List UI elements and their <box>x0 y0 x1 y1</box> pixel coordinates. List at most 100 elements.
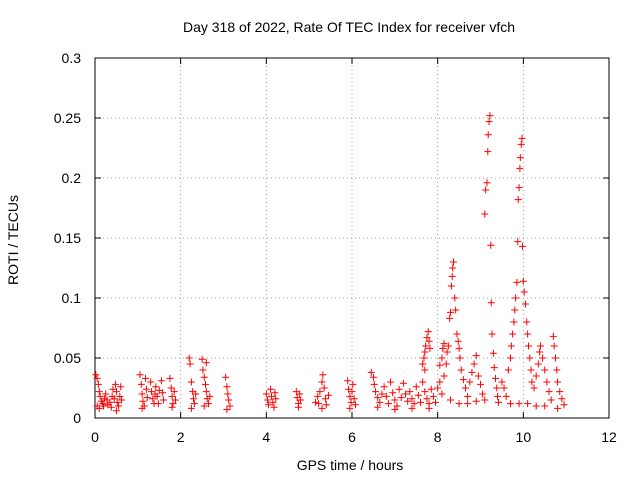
data-point <box>541 366 549 374</box>
data-point <box>549 332 557 340</box>
y-tick-label: 0.1 <box>62 290 82 306</box>
data-point <box>494 392 502 400</box>
data-point <box>110 395 118 403</box>
data-point <box>149 395 157 403</box>
data-point <box>541 402 549 410</box>
data-point <box>397 394 405 402</box>
data-point <box>374 394 382 402</box>
data-point <box>498 378 506 386</box>
data-point <box>438 354 446 362</box>
data-point <box>457 366 465 374</box>
data-point <box>384 400 392 408</box>
data-point <box>346 404 354 412</box>
y-tick-label: 0.05 <box>54 350 81 366</box>
data-point <box>223 383 231 391</box>
data-point <box>387 378 395 386</box>
data-point <box>350 395 358 403</box>
x-tick-label: 12 <box>601 429 617 445</box>
data-point <box>560 401 568 409</box>
data-point <box>417 398 425 406</box>
data-point <box>190 400 198 408</box>
data-point <box>187 378 195 386</box>
data-point <box>453 330 461 338</box>
data-point <box>389 389 397 397</box>
data-point <box>320 384 328 392</box>
data-point <box>515 400 523 408</box>
data-point <box>472 397 480 405</box>
data-point <box>369 373 377 381</box>
data-point <box>425 337 433 345</box>
data-point <box>452 306 460 314</box>
data-point <box>518 134 526 142</box>
y-tick-label: 0.3 <box>62 50 82 66</box>
data-point <box>550 342 558 350</box>
data-point <box>393 402 401 410</box>
data-point <box>434 384 442 392</box>
data-point <box>167 384 175 392</box>
data-point <box>374 403 382 411</box>
data-point <box>106 398 114 406</box>
data-point <box>297 396 305 404</box>
data-point <box>187 404 195 412</box>
data-point <box>142 374 150 382</box>
data-point <box>484 148 492 156</box>
data-point <box>502 392 510 400</box>
data-point <box>147 378 155 386</box>
data-point <box>200 373 208 381</box>
data-point <box>536 348 544 356</box>
data-point <box>481 210 489 218</box>
x-tick-label: 8 <box>434 429 442 445</box>
data-point <box>532 372 540 380</box>
data-point <box>406 388 414 396</box>
data-point <box>444 342 452 350</box>
data-point <box>408 395 416 403</box>
data-point <box>423 334 431 342</box>
data-point <box>479 390 487 398</box>
data-point <box>138 390 146 398</box>
data-point <box>466 378 474 386</box>
data-point <box>421 388 429 396</box>
data-point <box>118 396 126 404</box>
data-point <box>382 392 390 400</box>
data-point <box>449 264 457 272</box>
data-point <box>514 238 522 246</box>
data-point <box>192 390 200 398</box>
data-point <box>264 396 272 404</box>
y-tick-label: 0.2 <box>62 170 82 186</box>
data-point <box>536 342 544 350</box>
data-point <box>524 400 532 408</box>
data-point <box>545 388 553 396</box>
data-point <box>534 360 542 368</box>
data-point <box>426 344 434 352</box>
data-point <box>440 372 448 380</box>
data-point <box>448 272 456 280</box>
data-point <box>168 403 176 411</box>
data-point <box>92 371 100 379</box>
data-point <box>526 354 534 362</box>
data-point <box>312 398 320 406</box>
data-point <box>112 380 120 388</box>
data-point <box>447 308 455 316</box>
data-points <box>92 112 568 415</box>
data-point <box>272 395 280 403</box>
data-point <box>514 196 522 204</box>
data-point <box>199 366 207 374</box>
data-point <box>372 388 380 396</box>
data-point <box>157 377 165 385</box>
data-point <box>100 402 108 410</box>
data-point <box>391 396 399 404</box>
data-point <box>168 392 176 400</box>
data-point <box>267 392 275 400</box>
data-point <box>527 366 535 374</box>
data-point <box>391 406 399 414</box>
data-point <box>410 400 418 408</box>
data-point <box>447 396 455 404</box>
data-point <box>113 398 121 406</box>
data-point <box>102 390 110 398</box>
data-point <box>521 300 529 308</box>
data-point <box>169 400 177 408</box>
data-point <box>422 342 430 350</box>
data-point <box>487 299 495 307</box>
data-point <box>139 397 147 405</box>
data-point <box>225 396 233 404</box>
